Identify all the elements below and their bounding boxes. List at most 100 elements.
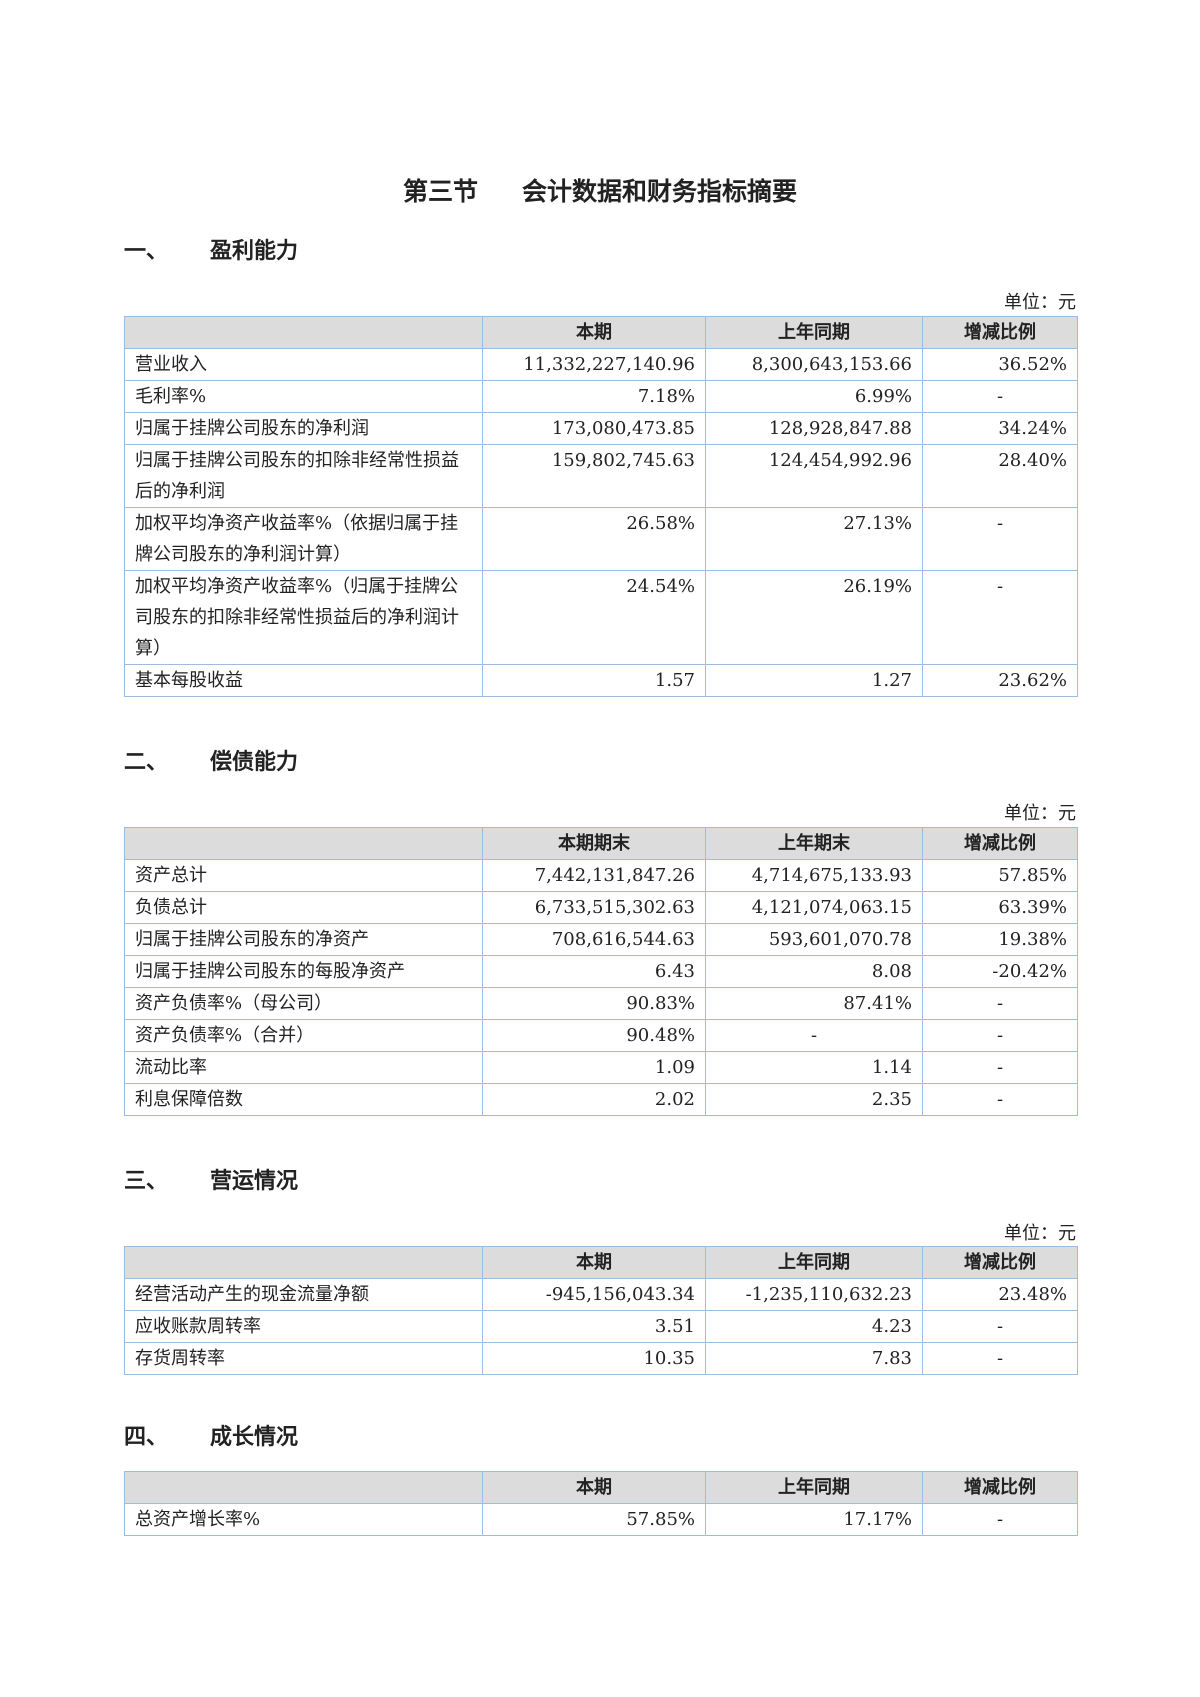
cell-value: 26.19% — [705, 570, 923, 665]
table-row: 总资产增长率% 57.85% 17.17% - — [124, 1503, 1078, 1536]
section-num: 三、 — [124, 1169, 169, 1194]
table-row: 营业收入 11,332,227,140.96 8,300,643,153.66 36.… — [124, 348, 1078, 381]
cell-value: - — [922, 570, 1078, 665]
cell-value: - — [922, 1310, 1078, 1343]
row-label: 利息保障倍数 — [124, 1083, 483, 1116]
section-number: 第三节 — [402, 177, 478, 206]
cell-value: 26.58% — [482, 507, 706, 571]
table-row: 归属于挂牌公司股东的每股净资产 6.43 8.08 -20.42% — [124, 955, 1078, 988]
section-title: 盈利能力 — [210, 239, 299, 264]
cell-value: 3.51 — [482, 1310, 706, 1343]
cell-value: 708,616,544.63 — [482, 923, 706, 956]
cell-value: - — [705, 1019, 923, 1052]
cell-value: 23.48% — [922, 1278, 1078, 1311]
table-row: 基本每股收益 1.57 1.27 23.62% — [124, 664, 1078, 697]
column-header: 上年期末 — [705, 827, 923, 860]
cell-value: 159,802,745.63 — [482, 444, 706, 508]
column-header: 本期 — [482, 316, 706, 349]
cell-value: 17.17% — [705, 1503, 923, 1536]
table-row: 应收账款周转率 3.51 4.23- — [124, 1310, 1078, 1343]
row-label: 总资产增长率% — [124, 1503, 483, 1536]
unit-label: 单位：元 — [1004, 803, 1076, 824]
cell-value: 173,080,473.85 — [482, 412, 706, 445]
row-label: 归属于挂牌公司股东的扣除非经常性损益后的净利润 — [124, 444, 483, 508]
row-label: 流动比率 — [124, 1051, 483, 1084]
table-row: 资产负债率%（母公司） 90.83% 87.41% - — [124, 987, 1078, 1020]
financial-table: 本期 上年同期 增减比例 经营活动产生的现金流量净额 -945,156,043.34 -1… — [124, 1246, 1078, 1375]
column-header: 增减比例 — [922, 1246, 1078, 1279]
cell-value: - — [922, 1051, 1078, 1084]
row-label: 归属于挂牌公司股东的净利润 — [124, 412, 483, 445]
cell-value: 4,121,074,063.15 — [705, 891, 923, 924]
table-row: 流动比率 1.09 1.14- — [124, 1051, 1078, 1084]
cell-value: 6.99% — [705, 380, 923, 413]
cell-value: 19.38% — [922, 923, 1078, 956]
column-header: 本期 — [482, 1246, 706, 1279]
cell-value: 10.35 — [482, 1342, 706, 1375]
section-num: 二、 — [124, 750, 169, 775]
row-label: 存货周转率 — [124, 1342, 483, 1375]
financial-table: 本期期末 上年期末 增减比例 资产总计 7,442,131,847.26 4,714,67… — [124, 827, 1078, 1116]
cell-value: 87.41% — [705, 987, 923, 1020]
cell-value: - — [922, 1019, 1078, 1052]
cell-value: 1.57 — [482, 664, 706, 697]
section-title: 成长情况 — [210, 1425, 299, 1450]
column-header: 增减比例 — [922, 1471, 1078, 1504]
cell-value: - — [922, 1342, 1078, 1375]
table-row: 归属于挂牌公司股东的扣除非经常性损益后的净利润 159,802,745.63 124… — [124, 444, 1078, 508]
table-row: 资产总计 7,442,131,847.26 4,714,675,133.93 57.8… — [124, 859, 1078, 892]
cell-value: 2.02 — [482, 1083, 706, 1116]
page-title: 第三节 会计数据和财务指标摘要 — [0, 172, 1200, 208]
cell-value: 4,714,675,133.93 — [705, 859, 923, 892]
section-num: 一、 — [124, 239, 169, 264]
cell-value: 593,601,070.78 — [705, 923, 923, 956]
cell-value: 63.39% — [922, 891, 1078, 924]
row-label: 应收账款周转率 — [124, 1310, 483, 1343]
table-row: 毛利率% 7.18% 6.99% - — [124, 380, 1078, 413]
cell-value: 6.43 — [482, 955, 706, 988]
column-header: 增减比例 — [922, 316, 1078, 349]
section-heading: 三、 营运情况 — [124, 1163, 298, 1195]
table-row: 存货周转率 10.35 7.83- — [124, 1342, 1078, 1375]
column-header — [124, 1246, 483, 1279]
column-header: 上年同期 — [705, 316, 923, 349]
cell-value: 28.40% — [922, 444, 1078, 508]
table-header: 本期期末 上年期末 增减比例 — [124, 827, 1078, 860]
row-label: 资产负债率%（合并） — [124, 1019, 483, 1052]
column-header — [124, 827, 483, 860]
cell-value: 4.23 — [705, 1310, 923, 1343]
section-name: 会计数据和财务指标摘要 — [522, 177, 798, 206]
cell-value: 1.09 — [482, 1051, 706, 1084]
cell-value: 57.85% — [482, 1503, 706, 1536]
cell-value: -945,156,043.34 — [482, 1278, 706, 1311]
table-row: 加权平均净资产收益率%（依据归属于挂牌公司股东的净利润计算） 26.58% 27.1… — [124, 507, 1078, 571]
row-label: 加权平均净资产收益率%（依据归属于挂牌公司股东的净利润计算） — [124, 507, 483, 571]
cell-value: - — [922, 987, 1078, 1020]
column-header: 上年同期 — [705, 1246, 923, 1279]
unit-label: 单位：元 — [1004, 292, 1076, 313]
row-label: 经营活动产生的现金流量净额 — [124, 1278, 483, 1311]
cell-value: 1.14 — [705, 1051, 923, 1084]
cell-value: 1.27 — [705, 664, 923, 697]
cell-value: - — [922, 507, 1078, 571]
column-header: 增减比例 — [922, 827, 1078, 860]
section-num: 四、 — [124, 1425, 169, 1450]
unit-label: 单位：元 — [1004, 1223, 1076, 1244]
row-label: 毛利率% — [124, 380, 483, 413]
section-heading: 四、 成长情况 — [124, 1419, 298, 1451]
table-row: 负债总计 6,733,515,302.63 4,121,074,063.15 63.3… — [124, 891, 1078, 924]
table-row: 归属于挂牌公司股东的净利润 173,080,473.85 128,928,847.8… — [124, 412, 1078, 445]
cell-value: 90.48% — [482, 1019, 706, 1052]
cell-value: 7,442,131,847.26 — [482, 859, 706, 892]
table-header: 本期 上年同期 增减比例 — [124, 1471, 1078, 1504]
row-label: 资产总计 — [124, 859, 483, 892]
cell-value: 24.54% — [482, 570, 706, 665]
cell-value: 11,332,227,140.96 — [482, 348, 706, 381]
table-row: 资产负债率%（合并） 90.48% - - — [124, 1019, 1078, 1052]
cell-value: 124,454,992.96 — [705, 444, 923, 508]
table-header: 本期 上年同期 增减比例 — [124, 316, 1078, 349]
table-row: 经营活动产生的现金流量净额 -945,156,043.34 -1,235,110,6… — [124, 1278, 1078, 1311]
table-row: 加权平均净资产收益率%（归属于挂牌公司股东的扣除非经常性损益后的净利润计算） 24… — [124, 570, 1078, 665]
cell-value: -20.42% — [922, 955, 1078, 988]
cell-value: 57.85% — [922, 859, 1078, 892]
